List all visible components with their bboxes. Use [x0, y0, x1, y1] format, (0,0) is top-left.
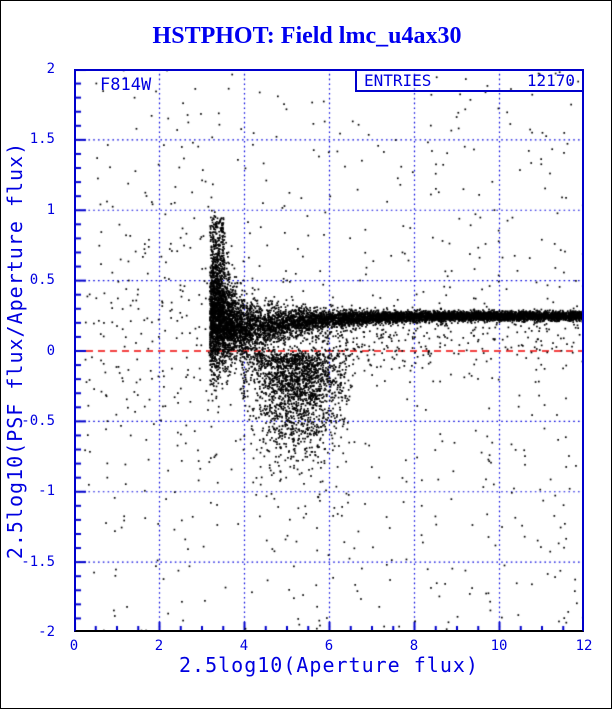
x-tick-label: 0	[69, 638, 79, 654]
y-tick-label: 1	[46, 201, 55, 218]
x-tick-label: 8	[409, 638, 419, 654]
y-tick-label: -1	[38, 483, 55, 500]
entries-box: ENTRIES 12170	[355, 69, 584, 92]
x-tick-label: 10	[490, 638, 508, 654]
plot-title: HSTPHOT: Field lmc_u4ax30	[152, 23, 462, 49]
scatter-plot-canvas	[74, 69, 584, 632]
filter-label: F814W	[100, 75, 152, 95]
x-tick-label: 4	[239, 638, 249, 654]
y-tick-label: 0.5	[29, 272, 55, 289]
y-tick-label: -1.5	[21, 553, 55, 570]
y-tick-label: 0	[46, 342, 55, 359]
y-tick-label: 1.5	[29, 131, 55, 148]
x-tick-label: 6	[324, 638, 334, 654]
y-tick-label: -2	[38, 624, 55, 640]
entries-label: ENTRIES	[364, 71, 432, 90]
y-axis-title: 2.5log10(PSF flux/Aperture flux)	[3, 141, 27, 560]
y-tick-label: 2	[46, 61, 55, 77]
x-tick-label: 2	[154, 638, 164, 654]
x-tick-label: 12	[575, 638, 593, 654]
y-tick-label: -0.5	[21, 412, 55, 429]
x-axis-title: 2.5log10(Aperture flux)	[179, 653, 479, 677]
entries-value: 12170	[526, 71, 575, 90]
